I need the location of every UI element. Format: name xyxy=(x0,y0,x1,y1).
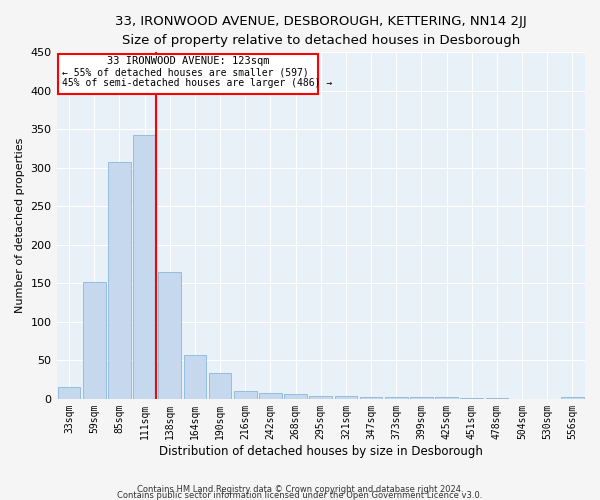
Bar xyxy=(184,355,206,399)
Text: 33 IRONWOOD AVENUE: 123sqm: 33 IRONWOOD AVENUE: 123sqm xyxy=(107,56,269,66)
Bar xyxy=(259,392,282,399)
Bar xyxy=(410,398,433,399)
Bar xyxy=(561,396,584,399)
Bar xyxy=(460,398,483,399)
Bar xyxy=(310,396,332,399)
Bar xyxy=(133,136,156,399)
FancyBboxPatch shape xyxy=(58,54,318,94)
Bar xyxy=(360,396,382,399)
Bar xyxy=(234,391,257,399)
Text: Contains HM Land Registry data © Crown copyright and database right 2024.: Contains HM Land Registry data © Crown c… xyxy=(137,484,463,494)
Bar xyxy=(158,272,181,399)
Title: 33, IRONWOOD AVENUE, DESBOROUGH, KETTERING, NN14 2JJ
Size of property relative t: 33, IRONWOOD AVENUE, DESBOROUGH, KETTERI… xyxy=(115,15,527,47)
Y-axis label: Number of detached properties: Number of detached properties xyxy=(15,138,25,314)
Bar xyxy=(335,396,357,399)
Text: ← 55% of detached houses are smaller (597): ← 55% of detached houses are smaller (59… xyxy=(62,68,308,78)
Bar xyxy=(209,372,232,399)
X-axis label: Distribution of detached houses by size in Desborough: Distribution of detached houses by size … xyxy=(159,444,483,458)
Bar xyxy=(284,394,307,399)
Bar xyxy=(58,388,80,399)
Bar xyxy=(83,282,106,399)
Bar xyxy=(435,398,458,399)
Text: Contains public sector information licensed under the Open Government Licence v3: Contains public sector information licen… xyxy=(118,490,482,500)
Bar xyxy=(108,162,131,399)
Bar xyxy=(385,398,407,399)
Bar xyxy=(485,398,508,399)
Text: 45% of semi-detached houses are larger (486) →: 45% of semi-detached houses are larger (… xyxy=(62,78,332,88)
